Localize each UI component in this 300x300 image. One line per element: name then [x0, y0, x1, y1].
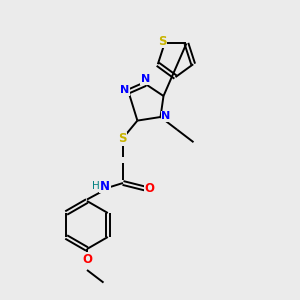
Text: N: N — [161, 111, 170, 122]
Text: N: N — [141, 74, 150, 85]
Text: H: H — [92, 181, 100, 191]
Text: S: S — [118, 132, 127, 145]
Text: N: N — [100, 179, 110, 193]
Text: O: O — [144, 182, 154, 195]
Text: O: O — [82, 253, 92, 266]
Text: S: S — [158, 35, 167, 48]
Text: N: N — [120, 85, 129, 95]
